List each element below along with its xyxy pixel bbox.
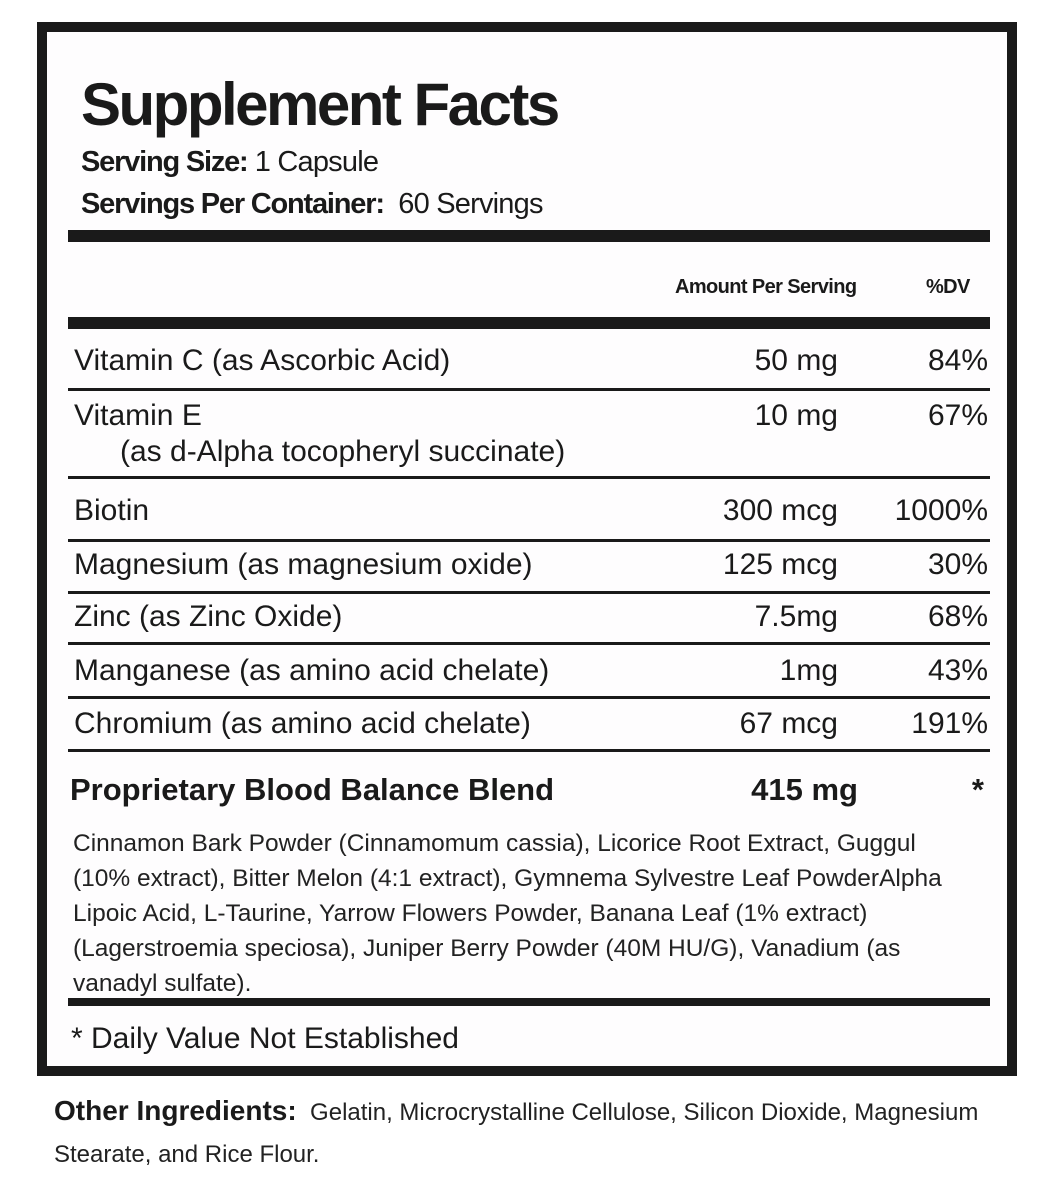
nutrient-amount: 7.5mg <box>754 600 838 633</box>
nutrient-name: Zinc (as Zinc Oxide) <box>74 600 343 633</box>
nutrient-amount: 1mg <box>779 654 838 687</box>
amount-header: Amount Per Serving <box>675 276 857 298</box>
nutrient-dv: 67% <box>927 399 988 432</box>
footnote: * Daily Value Not Established <box>71 1022 459 1055</box>
servings-value: 60 Servings <box>398 188 543 220</box>
dv-header: %DV <box>926 276 970 298</box>
divider-thick <box>68 998 990 1006</box>
serving-size-value: 1 Capsule <box>254 146 379 178</box>
other-ingredients: Other Ingredients: Gelatin, Microcrystal… <box>54 1090 1024 1176</box>
nutrient-dv: 1000% <box>894 494 988 527</box>
blend-dv: * <box>971 772 984 807</box>
nutrient-dv: 68% <box>927 600 988 633</box>
nutrient-dv: 84% <box>927 344 988 377</box>
nutrient-name: Magnesium (as magnesium oxide) <box>74 548 533 581</box>
divider <box>68 749 990 752</box>
divider <box>68 539 990 542</box>
blend-ingredients: Cinnamon Bark Powder (Cinnamomum cassia)… <box>73 830 942 997</box>
serving-size: Serving Size: 1 Capsule <box>81 146 379 179</box>
nutrient-name: Chromium (as amino acid chelate) <box>74 707 531 740</box>
divider <box>68 476 990 479</box>
divider-thick <box>68 317 990 329</box>
nutrient-dv: 43% <box>927 654 988 687</box>
divider <box>68 696 990 699</box>
blend-name: Proprietary Blood Balance Blend <box>70 772 555 807</box>
serving-size-label: Serving Size: <box>81 146 249 178</box>
nutrient-amount: 67 mcg <box>739 707 838 740</box>
servings-label: Servings Per Container: <box>81 188 385 220</box>
nutrient-dv: 191% <box>911 707 988 740</box>
nutrient-subname: (as d-Alpha tocopheryl succinate) <box>120 435 566 468</box>
divider <box>68 388 990 391</box>
page-title: Supplement Facts <box>81 71 560 138</box>
divider <box>68 591 990 594</box>
nutrient-name: Manganese (as amino acid chelate) <box>74 654 550 687</box>
nutrient-name: Vitamin E <box>74 399 202 432</box>
nutrient-amount: 300 mcg <box>722 494 838 527</box>
nutrient-dv: 30% <box>927 548 988 581</box>
nutrient-amount: 10 mg <box>754 399 838 432</box>
other-ingredients-label: Other Ingredients: <box>54 1095 297 1126</box>
supplement-facts-panel: Supplement Facts Serving Size: 1 Capsule… <box>37 22 1017 1076</box>
other-ingredients-value: Gelatin, Microcrystalline Cellulose, Sil… <box>54 1099 979 1168</box>
nutrient-amount: 50 mg <box>754 344 838 377</box>
servings-per-container: Servings Per Container: 60 Servings <box>81 188 543 221</box>
nutrient-name: Biotin <box>74 494 150 527</box>
nutrient-name: Vitamin C (as Ascorbic Acid) <box>74 344 451 377</box>
blend-amount: 415 mg <box>751 772 858 807</box>
divider-thick <box>68 230 990 242</box>
nutrient-amount: 125 mcg <box>722 548 838 581</box>
divider <box>68 642 990 645</box>
